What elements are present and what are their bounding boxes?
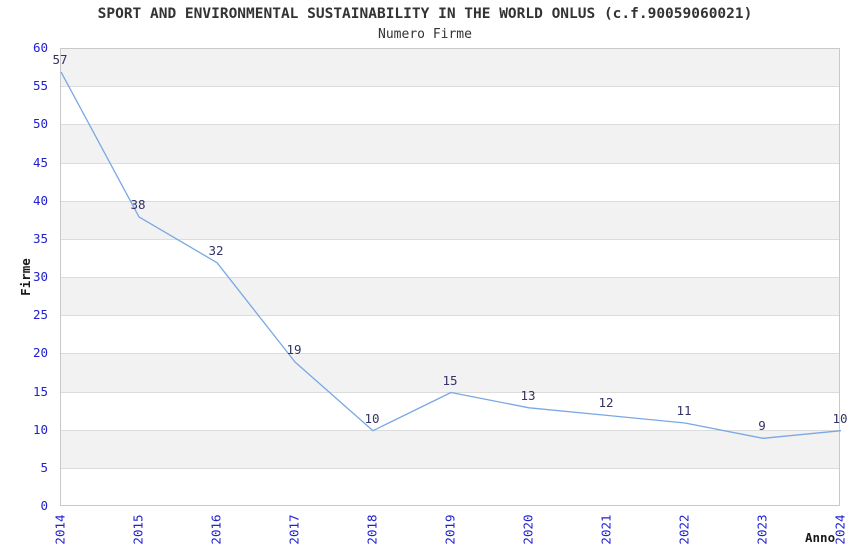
- data-point-label: 19: [286, 341, 302, 357]
- plot-band: [61, 354, 839, 393]
- x-tick-label: 2023: [754, 514, 770, 545]
- gridline: [61, 124, 839, 126]
- data-point-label: 15: [442, 372, 458, 388]
- y-tick-label: 0: [40, 498, 48, 513]
- gridline: [61, 429, 839, 431]
- y-tick-label: 60: [32, 40, 48, 55]
- x-tick-label: 2014: [52, 514, 68, 545]
- x-tick-label: 2017: [286, 514, 302, 545]
- plot-band: [61, 278, 839, 317]
- gridline: [61, 162, 839, 164]
- gridline: [61, 277, 839, 278]
- y-tick-label: 35: [32, 230, 48, 246]
- x-tick-label: 2015: [130, 514, 146, 545]
- x-tick-label: 2020: [520, 514, 536, 545]
- plot-area: [60, 48, 842, 506]
- gridline: [61, 86, 839, 88]
- gridline: [61, 315, 839, 317]
- data-point-label: 38: [130, 196, 146, 212]
- y-tick-label: 55: [32, 78, 48, 94]
- y-tick-label: 40: [32, 192, 48, 208]
- y-axis-label: Firme: [18, 258, 33, 296]
- y-tick-label: 10: [32, 421, 48, 437]
- y-tick-label: 20: [32, 345, 48, 361]
- data-point-label: 11: [676, 403, 692, 419]
- gridline: [61, 353, 839, 355]
- y-tick-label: 30: [32, 269, 48, 284]
- data-point-label: 13: [520, 387, 536, 403]
- data-point-label: 9: [758, 418, 766, 434]
- data-point-label: 57: [52, 51, 68, 67]
- gridline: [61, 391, 839, 393]
- x-tick-label: 2019: [442, 514, 458, 545]
- chart-subtitle: Numero Firme: [378, 27, 472, 42]
- x-tick-label: 2021: [598, 514, 614, 545]
- y-tick-label: 15: [32, 383, 48, 399]
- x-tick-label: 2018: [364, 514, 380, 545]
- x-axis-label: Anno: [805, 530, 836, 545]
- y-tick-label: 50: [32, 116, 48, 132]
- x-tick-label: 2016: [208, 514, 224, 545]
- series-line: [60, 71, 842, 439]
- y-tick-label: 45: [32, 154, 48, 170]
- chart-title: SPORT AND ENVIRONMENTAL SUSTAINABILITY I…: [97, 6, 753, 22]
- gridline: [61, 200, 839, 202]
- data-point-label: 32: [208, 242, 224, 258]
- x-tick-label: 2022: [676, 514, 692, 545]
- y-tick-label: 5: [40, 459, 48, 475]
- plot-band: [61, 430, 839, 469]
- y-tick-label: 25: [32, 307, 48, 323]
- data-point-label: 12: [598, 395, 614, 411]
- line-series: [60, 71, 842, 439]
- gridline: [61, 238, 839, 240]
- gridline: [61, 467, 839, 469]
- plot-band: [61, 201, 839, 240]
- data-point-label: 10: [364, 410, 380, 426]
- plot-band: [61, 125, 839, 164]
- data-point-label: 10: [832, 410, 848, 426]
- plot-band: [61, 49, 839, 88]
